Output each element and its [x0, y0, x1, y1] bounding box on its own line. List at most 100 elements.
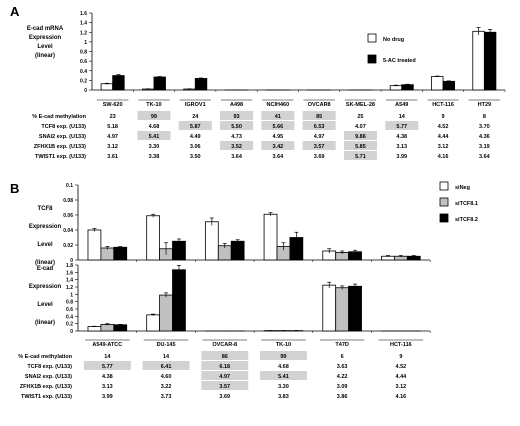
b1-bar [172, 240, 186, 261]
a-table-cell: 4.97 [107, 134, 118, 140]
a-table-cell: 5.18 [107, 124, 118, 130]
b-legend-label: siTCF8.2 [455, 217, 478, 223]
b-legend-label: siTCF8.1 [455, 201, 478, 207]
b2-y-tick-label: 0 [70, 329, 73, 335]
a-table-cell: 5.87 [190, 124, 201, 130]
b-table-row-label: TCF8 exp. (U133) [27, 364, 72, 370]
b-table-cell-highlight [142, 361, 190, 370]
b-table-cell: 3.12 [395, 384, 406, 390]
b-table-cell: 5.77 [102, 364, 113, 370]
a-table-cell: 4.73 [231, 134, 242, 140]
a-y-tick-label: 1.2 [80, 30, 87, 36]
a-table-cell: 8 [483, 114, 486, 120]
a-table-cell: 4.68 [149, 124, 160, 130]
b-table-column-header: T47D [335, 342, 348, 348]
a-table-cell-highlight [261, 121, 295, 130]
a-table-cell: 4.95 [272, 134, 283, 140]
b-table-cell: 3.30 [278, 384, 289, 390]
a-y-axis-label: Expression [29, 35, 62, 41]
b1-y-axis-label: Level [37, 242, 53, 248]
a-y-axis-label: Level [37, 44, 53, 50]
a-table-cell: 3.64 [272, 154, 284, 160]
b-table-cell-highlight [201, 361, 249, 370]
a-table-cell: 3.57 [314, 144, 325, 150]
a-table-cell: 4.38 [396, 134, 407, 140]
b2-y-axis-label: Level [37, 302, 53, 308]
a-table-cell: 3.64 [231, 154, 243, 160]
a-table-cell: 3.38 [149, 154, 160, 160]
b2-bar [335, 287, 350, 332]
b-table-row-label: % E-cad methylation [18, 354, 72, 360]
b1-bar [204, 221, 219, 261]
a-bar [431, 76, 444, 91]
a-y-axis-label: E-cad mRNA [27, 26, 64, 32]
a-y-tick-label: 0.2 [80, 78, 87, 84]
b-table-cell-highlight [201, 351, 249, 360]
b-table-cell: 3.86 [337, 394, 348, 400]
b-legend-swatch [439, 197, 449, 207]
a-y-tick-label: 1.6 [80, 11, 87, 17]
a-bar [483, 31, 497, 91]
b-table-cell: 3.83 [278, 394, 289, 400]
a-legend-label: No drug [383, 37, 404, 43]
a-table-column-header: A549 [395, 102, 408, 108]
a-table-column-header: HT29 [478, 102, 491, 108]
b-table-cell: 4.38 [102, 374, 113, 380]
a-table-cell: 3.69 [314, 154, 325, 160]
a-table-cell: 85 [316, 114, 322, 120]
a-y-tick-label: 0 [84, 88, 87, 94]
a-y-tick-label: 0.4 [80, 69, 87, 75]
a-table-column-header: SW-620 [103, 102, 123, 108]
a-table-cell: 4.49 [190, 134, 201, 140]
b1-y-tick-label: 0.04 [63, 228, 73, 234]
a-table-cell-highlight [137, 111, 171, 120]
b-table-cell: 6 [341, 354, 344, 360]
b2-bar [348, 285, 362, 332]
a-table-cell: 3.50 [190, 154, 201, 160]
b-table-cell: 14 [163, 354, 170, 360]
b2-y-tick-label: 0.4 [66, 314, 73, 320]
a-table-cell: 3.52 [231, 144, 242, 150]
a-table-cell-highlight [220, 141, 254, 150]
a-table-cell: 41 [275, 114, 281, 120]
b1-bar [100, 247, 115, 261]
b1-bar [263, 213, 278, 261]
a-table-cell: 5.66 [272, 124, 283, 130]
b2-y-axis-label: (linear) [35, 320, 55, 326]
a-table-cell: 4.52 [438, 124, 449, 130]
b-table-cell: 86 [222, 354, 228, 360]
b-table-cell: 3.09 [337, 384, 348, 390]
a-table-cell: 5.71 [355, 154, 366, 160]
b-table-row-label: ZFHX1B exp. (U133) [20, 384, 72, 390]
b1-y-tick-label: 0 [70, 258, 73, 264]
a-table-cell: 3.06 [190, 144, 201, 150]
a-table-cell: 5.50 [231, 124, 242, 130]
b1-y-tick-label: 0.02 [63, 243, 73, 249]
a-table-cell: 3.12 [107, 144, 118, 150]
a-table-column-header: TK-10 [146, 102, 161, 108]
a-y-tick-label: 1 [84, 40, 87, 46]
a-table-cell-highlight [261, 141, 295, 150]
b1-y-axis-label: (linear) [35, 260, 55, 266]
a-table-column-header: SK-MEL-28 [346, 102, 375, 108]
a-table-cell: 4.36 [479, 134, 490, 140]
a-table-cell: 24 [192, 114, 199, 120]
a-table-cell: 14 [399, 114, 406, 120]
a-table-cell: 3.42 [272, 144, 283, 150]
b2-bar [172, 269, 186, 332]
a-table-cell: 9 [442, 114, 445, 120]
b1-y-axis-label: TCF8 [38, 206, 54, 212]
a-bar [389, 85, 403, 91]
b2-bar [159, 294, 173, 332]
b-table-cell: 3.13 [102, 384, 113, 390]
b-legend-label: siNeg [455, 185, 470, 191]
a-table-cell-highlight [343, 151, 377, 160]
a-table-cell: 6.53 [314, 124, 325, 130]
a-table-cell-highlight [302, 121, 336, 130]
b2-bar [113, 324, 128, 332]
a-table-cell-highlight [261, 111, 295, 120]
a-table-cell: 5.41 [149, 134, 160, 140]
a-table-column-header: NCIH460 [267, 102, 290, 108]
a-table-cell-highlight [178, 121, 212, 130]
panel-b: B TCF8 Expression Level (linear) 0 0.02 0.04 0.0… [10, 181, 478, 400]
